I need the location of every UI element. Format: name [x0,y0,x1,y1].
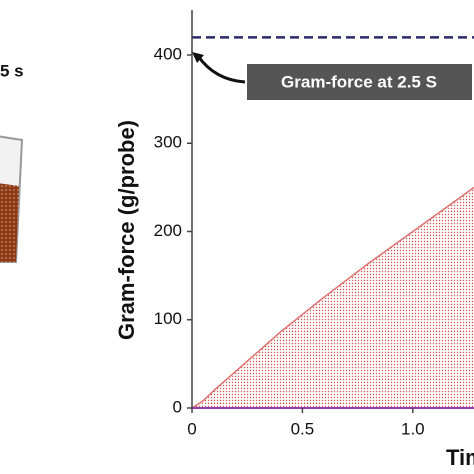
area-fill [192,187,474,408]
y-tick-label: 400 [154,44,182,63]
y-tick-label: 0 [173,397,182,416]
y-tick-label: 200 [154,221,182,240]
annotation-text: Gram-force at 2.5 S [281,72,437,91]
x-tick-label: 0.5 [291,419,315,438]
x-tick-label: 0 [187,419,196,438]
y-tick-label: 100 [154,309,182,328]
annotation-box [247,64,472,100]
cup-illustration: 5 s [0,61,24,263]
y-tick-label: 300 [154,133,182,152]
x-tick-label: 1.0 [401,419,425,438]
x-axis-label: Tim [446,445,474,470]
y-axis-label: Gram-force (g/probe) [114,120,139,340]
illustration-label: 5 s [0,61,24,80]
annotation-arrow [196,55,246,84]
line [191,186,474,409]
annotation-arrowhead [192,52,204,63]
cup-content [0,183,19,262]
